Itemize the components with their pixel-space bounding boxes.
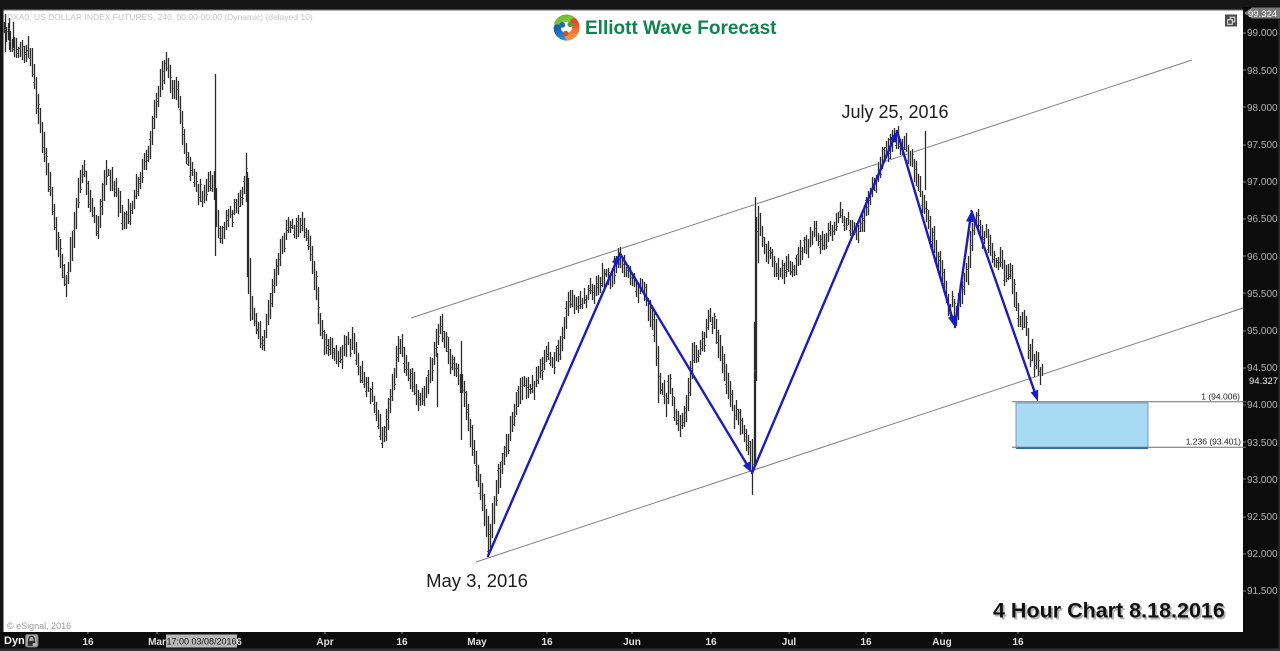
svg-text:1.236 (93.401): 1.236 (93.401) [1186,437,1241,447]
svg-text:99.324: 99.324 [1248,9,1277,20]
svg-text:17:00 03/08/2016: 17:00 03/08/2016 [166,637,236,647]
svg-text:97.500: 97.500 [1247,140,1278,151]
svg-text:Elliott Wave Forecast: Elliott Wave Forecast [585,18,777,39]
svg-text:93.500: 93.500 [1247,438,1278,449]
svg-text:16: 16 [705,637,717,648]
svg-text:May: May [467,637,487,648]
svg-text:98.000: 98.000 [1247,103,1278,114]
svg-text:July 25, 2016: July 25, 2016 [841,102,948,122]
svg-text:95.000: 95.000 [1247,326,1278,337]
svg-text:16: 16 [82,637,94,648]
svg-text:94.327: 94.327 [1249,376,1278,387]
svg-text:Jun: Jun [623,637,641,648]
svg-text:93.000: 93.000 [1247,475,1278,486]
svg-text:4 Hour Chart 8.18.2016: 4 Hour Chart 8.18.2016 [993,599,1225,623]
svg-text:98.500: 98.500 [1247,66,1278,77]
svg-text:16: 16 [1012,637,1024,648]
svg-text:1 (94.006): 1 (94.006) [1201,392,1240,402]
svg-text:94.500: 94.500 [1247,363,1278,374]
svg-text:6: 6 [236,637,242,648]
svg-text:Mar: Mar [148,637,166,648]
svg-text:Jul: Jul [782,637,797,648]
svg-text:94.000: 94.000 [1247,400,1278,411]
svg-text:16: 16 [396,637,408,648]
svg-text:Dyn: Dyn [4,635,25,647]
svg-text:96.500: 96.500 [1247,214,1278,225]
svg-text:99.000: 99.000 [1247,28,1278,39]
svg-text:95.500: 95.500 [1247,289,1278,300]
svg-text:May 3, 2016: May 3, 2016 [426,570,528,591]
svg-text:© eSignal, 2016: © eSignal, 2016 [7,621,71,631]
svg-text:16: 16 [860,637,872,648]
svg-text:16: 16 [541,637,553,648]
svg-text:97.000: 97.000 [1247,177,1278,188]
svg-text:Aug: Aug [932,637,951,648]
svg-text:92.500: 92.500 [1247,512,1278,523]
svg-text:92.000: 92.000 [1247,549,1278,560]
svg-text:91.500: 91.500 [1247,586,1278,597]
svg-text:96.000: 96.000 [1247,252,1278,263]
svg-text:4 Hour Chart 8.18.2016: 4 Hour Chart 8.18.2016 [995,600,1227,624]
svg-text:Apr: Apr [316,637,333,648]
svg-text:DXA0, US DOLLAR INDEX FUTURES,: DXA0, US DOLLAR INDEX FUTURES, 240, 00:0… [7,12,313,22]
